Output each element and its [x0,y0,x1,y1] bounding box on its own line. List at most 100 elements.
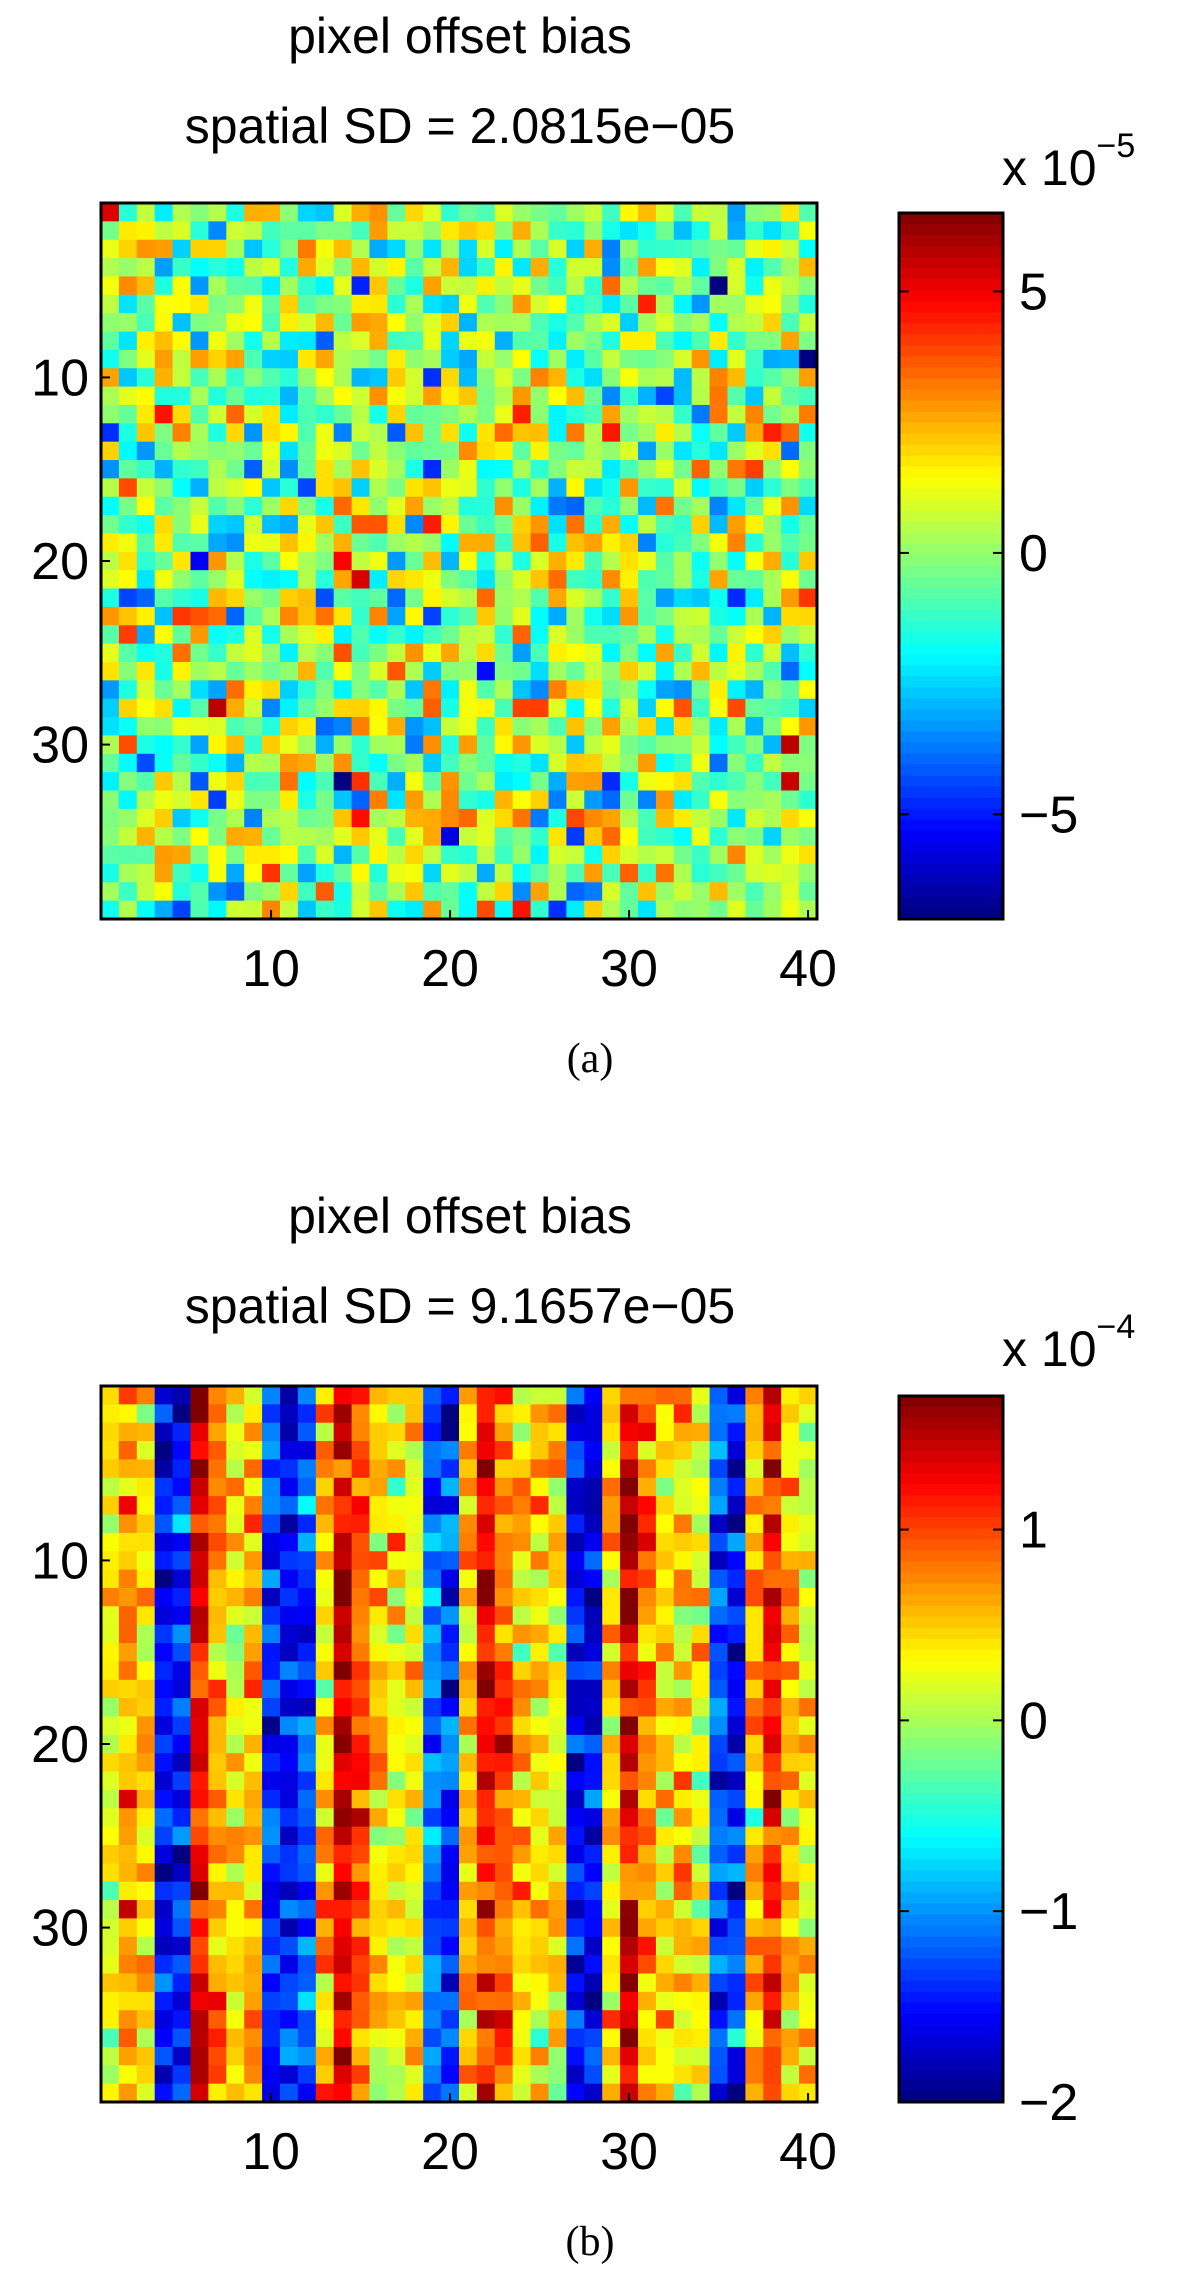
heatmap-cell [566,1936,585,1956]
heatmap-cell [763,258,782,278]
heatmap-cell [315,1496,335,1516]
heatmap-cell [620,2010,639,2030]
colorbar-segment [899,1627,1003,1640]
heatmap-cell [691,1459,711,1479]
heatmap-cell [441,203,460,222]
heatmap-cell [566,717,585,737]
heatmap-cell [691,313,711,333]
heatmap-cell [709,1477,729,1497]
heatmap-cell [333,294,353,314]
heatmap-cell [494,1514,514,1534]
heatmap-cell [781,1789,800,1809]
heatmap-cell [405,1661,424,1681]
heatmap-cell [799,1661,818,1681]
heatmap-cell [190,1973,209,1993]
heatmap-cell [781,680,800,700]
heatmap-cell [154,1900,174,1920]
colorbar-segment [899,1583,1003,1596]
heatmap-cell [315,460,335,479]
heatmap-cell [297,1496,317,1516]
heatmap-cell [136,460,156,479]
heatmap-cell [781,606,800,626]
heatmap-cell [530,808,550,828]
x-tick-label: 10 [242,940,300,998]
heatmap-cell [584,496,603,516]
colorbar-segment [899,1572,1003,1585]
heatmap-cell [459,1808,478,1828]
heatmap-cell [530,478,550,498]
heatmap-cell [226,570,245,590]
heatmap-cell [727,735,746,755]
heatmap-cell [548,313,567,333]
heatmap-cell [190,606,209,626]
heatmap-cell [190,1496,209,1516]
heatmap-cell [459,1532,478,1552]
heatmap-cell [423,1422,442,1442]
heatmap-cell [244,882,263,902]
heatmap-cell [118,533,138,553]
heatmap-cell [423,551,442,571]
heatmap-cell [280,1661,299,1681]
heatmap-cell [691,478,711,498]
heatmap-cell [369,1551,388,1571]
heatmap-cell [351,570,371,590]
heatmap-cell [369,294,388,314]
heatmap-cell [476,790,496,810]
heatmap-cell [333,1771,353,1791]
heatmap-cell [655,1551,675,1571]
heatmap-cell [602,900,621,920]
heatmap-cell [154,1587,174,1607]
heatmap-cell [369,845,388,865]
heatmap-cell [136,1624,156,1644]
heatmap-cell [315,515,335,535]
heatmap-cell [691,1587,711,1607]
heatmap-cell [727,551,746,571]
heatmap-cell [512,790,532,810]
heatmap-cell [423,349,442,369]
heatmap-cell [691,661,711,681]
heatmap-cell [709,349,729,369]
heatmap-cell [799,772,818,792]
heatmap-cell [494,570,514,590]
colorbar-segment [899,411,1003,424]
heatmap-cell [638,1918,657,1938]
heatmap-cell [154,827,174,847]
heatmap-cell [494,515,514,535]
heatmap-cell [172,441,192,461]
heatmap-cell [530,1514,550,1534]
heatmap-cell [566,863,585,883]
heatmap-cell [172,1808,192,1828]
panel-label: (b) [566,2219,615,2265]
heatmap-cell [190,1422,209,1442]
heatmap-cell [154,276,174,296]
heatmap-cell [745,900,764,920]
heatmap-cell [781,1955,800,1975]
heatmap-cell [799,882,818,902]
heatmap-cell [727,2046,746,2066]
heatmap-cell [727,441,746,461]
heatmap-cell [476,625,496,645]
heatmap-cell [494,2046,514,2066]
heatmap-cell [494,772,514,792]
heatmap-cell [494,845,514,865]
colorbar-segment [899,367,1003,380]
colorbar-exponent: −5 [1097,127,1136,165]
heatmap-cell [584,570,603,590]
heatmap-cell [745,1477,764,1497]
heatmap-cell [244,1753,263,1773]
heatmap-cell [799,1863,818,1883]
heatmap-cell [691,1441,711,1461]
heatmap-cell [297,1973,317,1993]
heatmap-cell [369,331,388,351]
heatmap-cell [459,680,478,700]
heatmap-cell [602,570,621,590]
colorbar-segment [899,1793,1003,1805]
heatmap-cell [548,735,567,755]
heatmap-cell [709,1698,729,1718]
colorbar-segment [899,1528,1003,1541]
heatmap-cell [709,276,729,296]
heatmap-cell [101,643,120,663]
heatmap-cell [727,1698,746,1718]
colorbar-segment [899,1947,1003,1960]
heatmap-cell [262,478,281,498]
